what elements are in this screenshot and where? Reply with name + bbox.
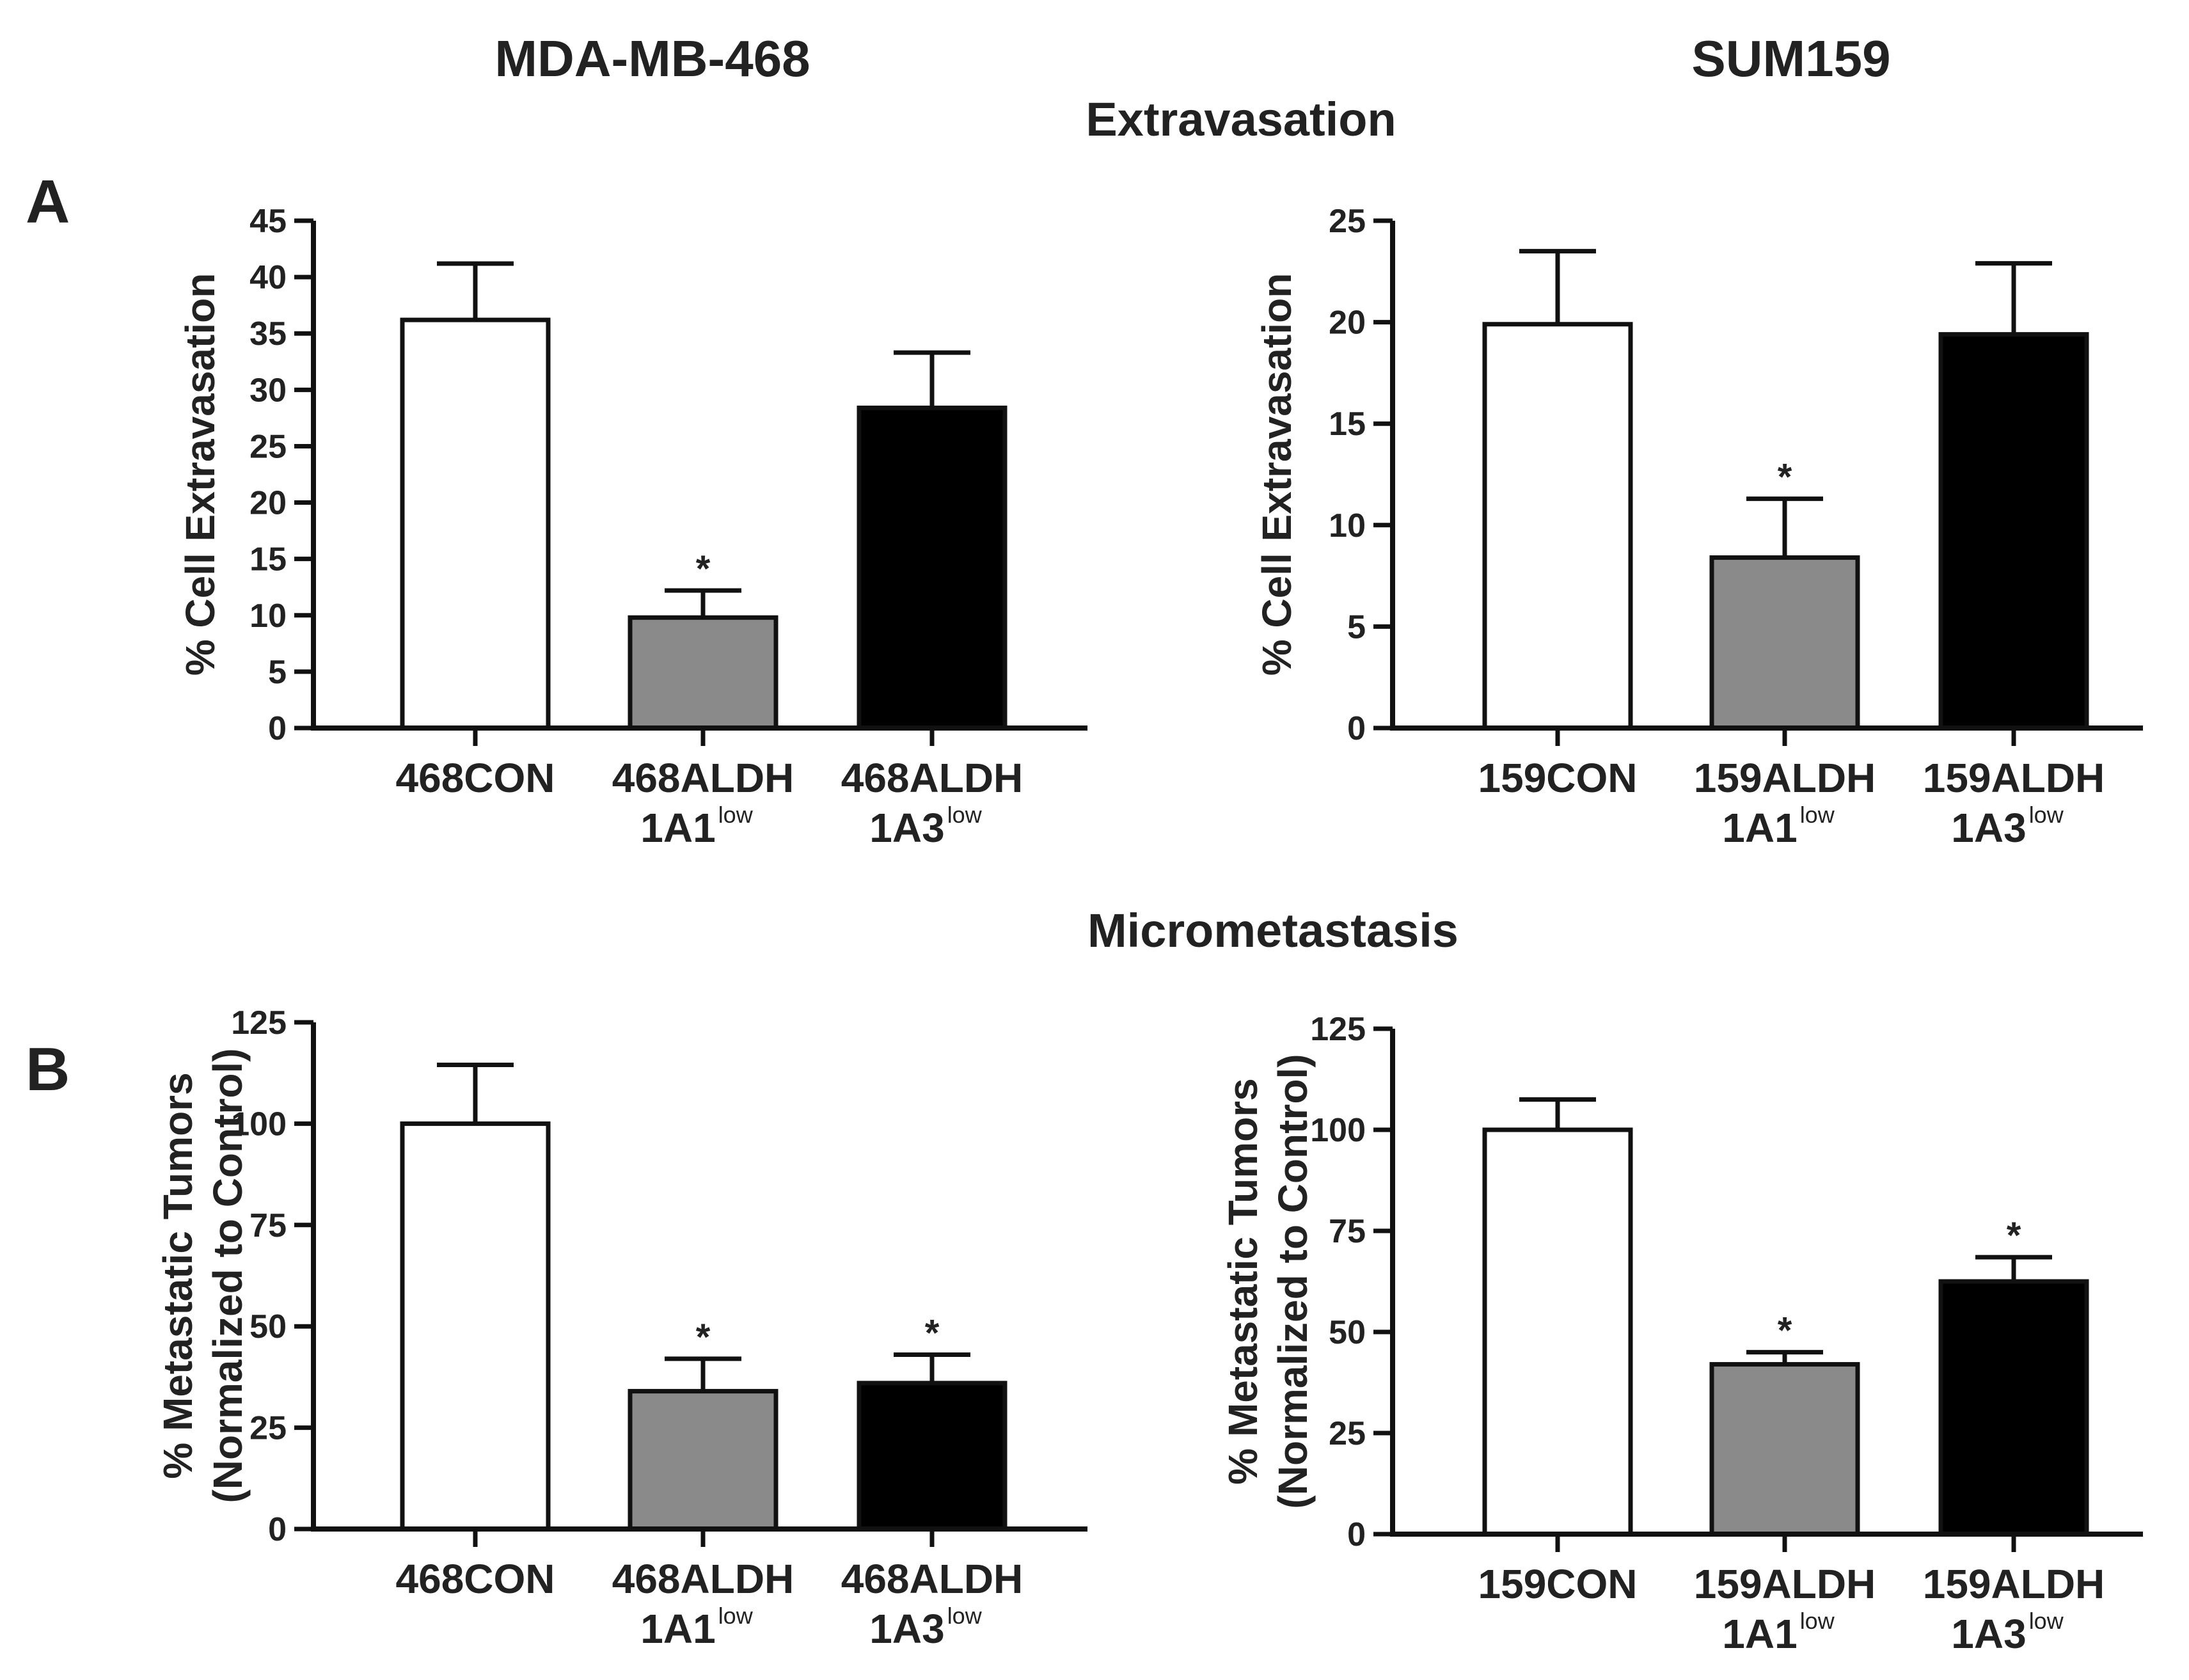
- y-tick-label: 100: [231, 1105, 287, 1143]
- y-tick-label: 15: [249, 541, 287, 578]
- y-axis-title: (Normalized to Control): [1270, 1054, 1316, 1509]
- x-tick-label: 468CON: [396, 755, 555, 801]
- y-tick-label: 45: [249, 203, 287, 240]
- x-tick-label-superscript: low: [1800, 802, 1835, 828]
- x-tick-label-line2: 1A3 low: [869, 802, 982, 851]
- y-tick-label: 10: [249, 598, 287, 635]
- x-tick-label-superscript: low: [718, 1603, 754, 1629]
- x-tick-label-line2: 1A1 low: [1722, 802, 1835, 851]
- x-tick-label: 159ALDH: [1694, 1561, 1876, 1607]
- left-cell-line-title: MDA-MB-468: [494, 30, 810, 87]
- significance-marker: *: [2007, 1215, 2021, 1256]
- x-tick-label: 159ALDH: [1923, 755, 2105, 801]
- bar: [400, 1121, 551, 1532]
- bar: [400, 317, 551, 731]
- bar: [1938, 1279, 2089, 1537]
- y-axis-title: % Cell Extravasation: [177, 273, 223, 676]
- y-axis-title: % Cell Extravasation: [1254, 273, 1300, 676]
- x-tick-label-superscript: low: [947, 1603, 983, 1629]
- y-tick-label: 50: [249, 1308, 287, 1345]
- panel-a-letter: A: [26, 168, 70, 236]
- y-tick-label: 125: [1310, 1011, 1366, 1048]
- x-tick-label: 159ALDH: [1694, 755, 1876, 801]
- y-tick-label: 5: [1347, 608, 1366, 646]
- x-tick-label-line2: 1A3 low: [1951, 1608, 2064, 1657]
- y-axis-title: (Normalized to Control): [205, 1048, 251, 1503]
- x-tick-label: 159CON: [1478, 755, 1638, 801]
- x-tick-label-superscript: low: [1800, 1608, 1835, 1634]
- x-tick-label-line2: 1A1 low: [1722, 1608, 1835, 1657]
- x-tick-label-superscript: low: [718, 802, 754, 828]
- bar: [857, 406, 1008, 731]
- significance-marker: *: [696, 548, 711, 590]
- x-tick-label-superscript: low: [2029, 802, 2064, 828]
- y-tick-label: 0: [268, 1511, 287, 1548]
- right-cell-line-title: SUM159: [1691, 30, 1891, 87]
- y-tick-label: 25: [249, 428, 287, 465]
- y-tick-label: 40: [249, 259, 287, 296]
- significance-marker: *: [925, 1313, 940, 1354]
- section-b-title: Micrometastasis: [1087, 904, 1458, 957]
- y-tick-label: 25: [249, 1410, 287, 1447]
- x-tick-label-line2: 1A1 low: [640, 802, 753, 851]
- y-tick-label: 75: [249, 1207, 287, 1244]
- y-tick-label: 125: [231, 1004, 287, 1042]
- bar: [1482, 322, 1633, 731]
- significance-marker: *: [1778, 1310, 1792, 1352]
- x-tick-label-line2: 1A1 low: [640, 1603, 753, 1652]
- panel-b-letter: B: [26, 1035, 70, 1104]
- y-axis-title: % Metastatic Tumors: [155, 1072, 201, 1478]
- x-tick-label: 468ALDH: [612, 755, 794, 801]
- x-tick-label-line2: 1A3 low: [1951, 802, 2064, 851]
- y-tick-label: 50: [1329, 1314, 1366, 1351]
- bar: [1482, 1127, 1633, 1537]
- x-tick-label: 468CON: [396, 1556, 555, 1602]
- bar: [1938, 332, 2089, 731]
- y-tick-label: 25: [1329, 1415, 1366, 1452]
- x-tick-label-superscript: low: [2029, 1608, 2064, 1634]
- y-tick-label: 15: [1329, 406, 1366, 443]
- y-tick-label: 75: [1329, 1213, 1366, 1250]
- section-a-title: Extravasation: [1086, 93, 1396, 146]
- x-tick-label: 468ALDH: [841, 755, 1023, 801]
- y-axis-title: % Metastatic Tumors: [1220, 1078, 1266, 1484]
- y-tick-label: 10: [1329, 507, 1366, 544]
- x-tick-label-line2: 1A3 low: [869, 1603, 982, 1652]
- x-tick-label: 468ALDH: [841, 1556, 1023, 1602]
- y-tick-label: 35: [249, 315, 287, 353]
- y-tick-label: 0: [268, 710, 287, 747]
- bar: [857, 1381, 1008, 1532]
- y-tick-label: 20: [249, 485, 287, 522]
- x-tick-label: 159ALDH: [1923, 1561, 2105, 1607]
- y-tick-label: 20: [1329, 305, 1366, 342]
- x-tick-label-superscript: low: [947, 802, 983, 828]
- significance-marker: *: [696, 1317, 711, 1358]
- x-tick-label: 159CON: [1478, 1561, 1638, 1607]
- y-tick-label: 100: [1310, 1112, 1366, 1149]
- y-tick-label: 0: [1347, 710, 1366, 747]
- y-tick-label: 30: [249, 372, 287, 409]
- bar: [1709, 1362, 1860, 1537]
- bar: [1709, 555, 1860, 731]
- bar: [628, 1389, 778, 1532]
- y-tick-label: 5: [268, 654, 287, 691]
- bar: [628, 615, 778, 731]
- significance-marker: *: [1778, 457, 1792, 498]
- y-tick-label: 0: [1347, 1516, 1366, 1553]
- y-tick-label: 25: [1329, 203, 1366, 240]
- x-tick-label: 468ALDH: [612, 1556, 794, 1602]
